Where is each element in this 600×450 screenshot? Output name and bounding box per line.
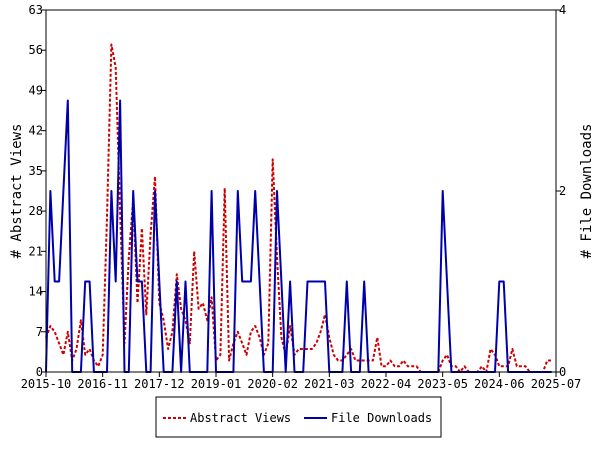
x-tick-label: 2020-02 bbox=[247, 377, 298, 391]
x-tick-label: 2024-06 bbox=[474, 377, 525, 391]
y2-axis-title: # File Downloads bbox=[579, 124, 595, 259]
y-tick-label: 28 bbox=[29, 204, 43, 218]
legend-label-abstract-views: Abstract Views bbox=[190, 411, 291, 425]
y-tick-label: 42 bbox=[29, 124, 43, 138]
series-line-abstract-views bbox=[45, 43, 552, 373]
x-tick-label: 2021-03 bbox=[304, 377, 355, 391]
x-tick-label: 2017-12 bbox=[134, 377, 185, 391]
y-tick-label: 49 bbox=[29, 83, 43, 97]
x-tick-label: 2015-10 bbox=[21, 377, 72, 391]
x-tick-label: 2022-04 bbox=[361, 377, 412, 391]
y2-tick-label: 4 bbox=[559, 3, 566, 17]
x-tick-label: 2016-11 bbox=[77, 377, 128, 391]
y-tick-label: 21 bbox=[29, 244, 43, 258]
y-tick-label: 56 bbox=[29, 43, 43, 57]
y-tick-label: 7 bbox=[36, 325, 43, 339]
y-axis-title: # Abstract Views bbox=[9, 124, 25, 259]
y-tick-label: 35 bbox=[29, 164, 43, 178]
legend: Abstract Views File Downloads bbox=[155, 396, 442, 438]
x-tick-label: 2023-05 bbox=[417, 377, 468, 391]
x-tick-label: 2025-07 bbox=[531, 377, 582, 391]
legend-box bbox=[155, 396, 442, 438]
y-tick-label: 63 bbox=[29, 3, 43, 17]
x-tick-label: 2019-01 bbox=[191, 377, 242, 391]
y-tick-label: 0 bbox=[36, 365, 43, 379]
axes-layer: 0 7 14 21 28 35 42 49 56 63 0 2 4 2015-10 2016-11 2017-… bbox=[21, 3, 582, 391]
y-tick-label: 14 bbox=[29, 285, 43, 299]
legend-label-file-downloads: File Downloads bbox=[331, 411, 432, 425]
y2-tick-label: 2 bbox=[559, 184, 566, 198]
y2-tick-label: 0 bbox=[559, 365, 566, 379]
